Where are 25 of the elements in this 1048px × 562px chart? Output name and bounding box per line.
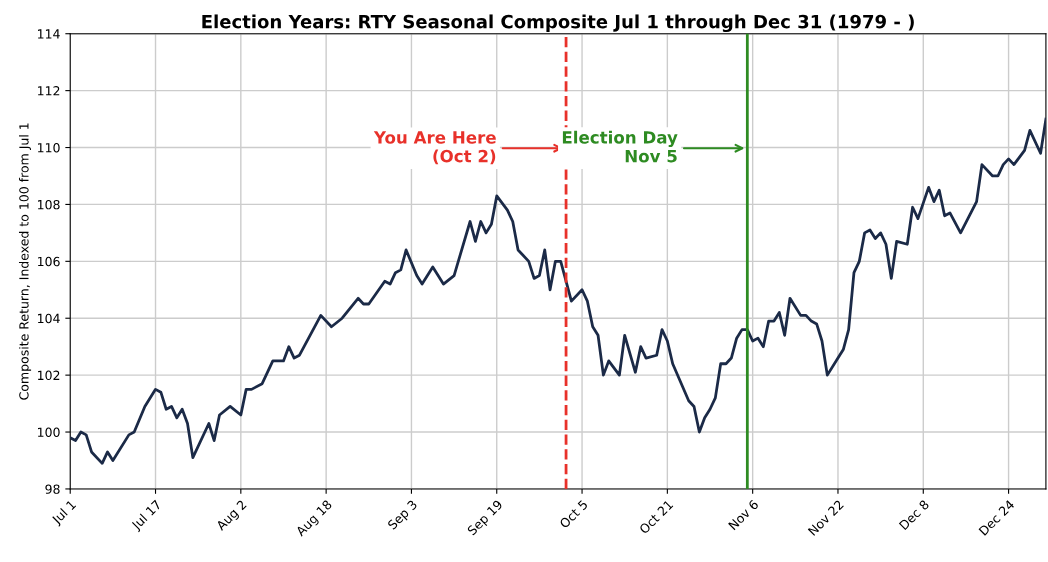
x-tick-label: Dec 8 (898, 499, 930, 531)
y-tick-label: 98 (45, 484, 60, 494)
y-tick-label: 106 (38, 256, 60, 267)
x-tick-label: Jul 1 (50, 499, 78, 527)
x-tick-label: Oct 21 (638, 499, 674, 535)
chart-title: Election Years: RTY Seasonal Composite Jul 1 through Dec 31 (1979 - ) (202, 14, 914, 33)
y-tick-label: 104 (38, 313, 60, 324)
y-tick-label: 100 (38, 427, 60, 437)
y-axis-title: Composite Return, Indexed to 100 from Jul 1 (18, 123, 32, 400)
x-tick-label: Dec 24 (978, 499, 1015, 536)
y-tick-label: 114 (38, 29, 60, 39)
x-tick-label: Nov 22 (807, 499, 844, 536)
x-tick-label: Sep 19 (466, 499, 505, 538)
ref-line-label: Election Day Nov 5 (562, 130, 678, 163)
x-tick-label: Oct 5 (558, 499, 589, 529)
x-tick-label: Nov 6 (728, 499, 759, 531)
line-series (70, 117, 1046, 465)
y-tick-label: 112 (38, 86, 60, 96)
x-tick-label: Sep 3 (387, 499, 420, 532)
y-tick-label: 108 (38, 199, 60, 210)
y-tick-label: 102 (38, 370, 60, 381)
y-tick-label: 110 (38, 143, 60, 153)
ref-line-label: You Are Here (Oct 2) (373, 131, 496, 165)
x-tick-label: Jul 17 (130, 499, 164, 533)
x-tick-label: Aug 2 (215, 499, 249, 533)
